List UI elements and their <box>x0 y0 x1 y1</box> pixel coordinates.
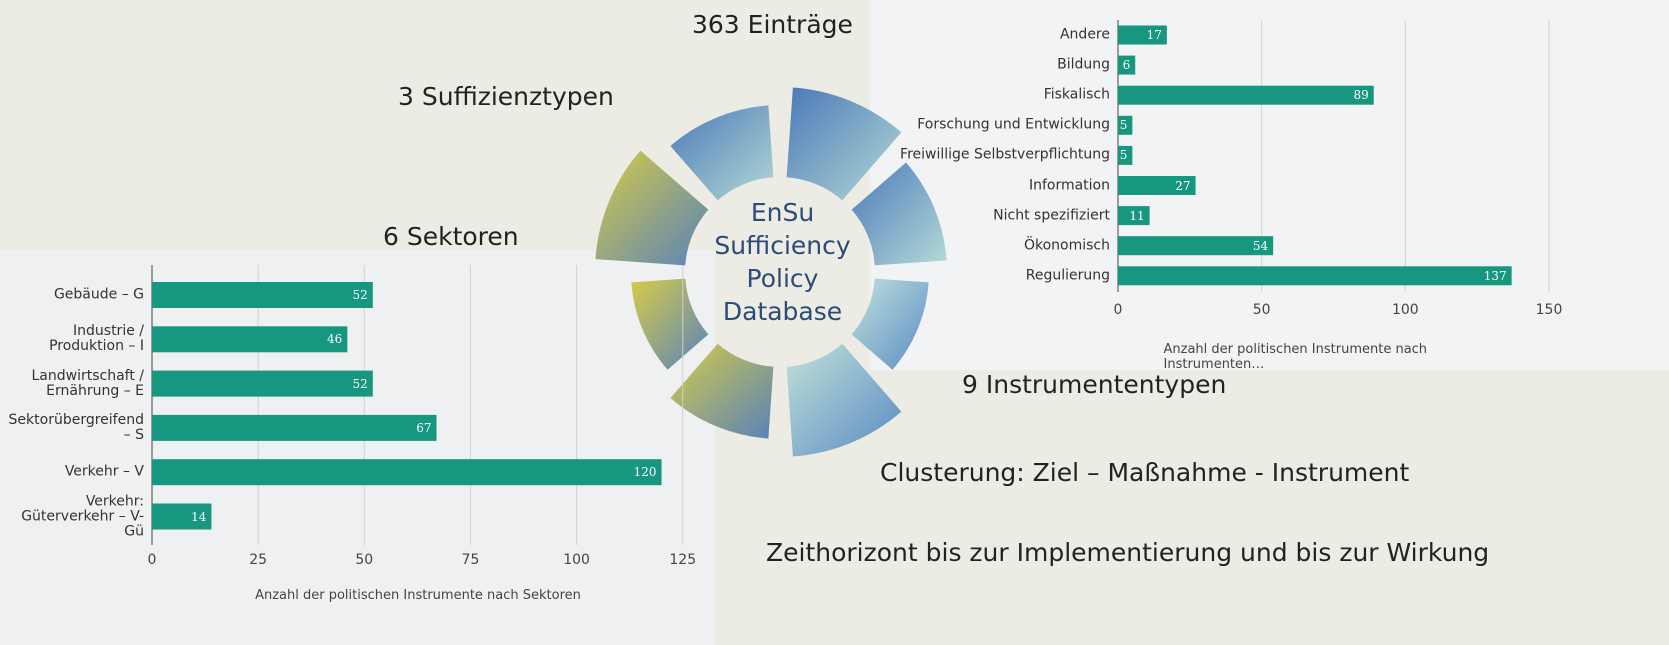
bar <box>1118 236 1273 255</box>
y-tick-label: Fiskalisch <box>810 88 1110 103</box>
heading: 3 Suffizienztypen <box>398 82 614 111</box>
value-label: 6 <box>1123 58 1131 72</box>
x-tick-label: 150 <box>1536 302 1563 318</box>
value-label: 27 <box>1175 179 1190 193</box>
value-label: 5 <box>1120 118 1128 132</box>
x-tick-label: 50 <box>355 552 373 568</box>
y-tick-label: Ökonomisch <box>810 238 1110 253</box>
x-tick-label: 75 <box>462 552 480 568</box>
value-label: 52 <box>353 288 368 302</box>
bar <box>152 371 373 397</box>
x-tick-label: 0 <box>1114 302 1123 318</box>
y-tick-label: Information <box>810 178 1110 193</box>
value-label: 17 <box>1147 28 1162 42</box>
bar <box>152 326 347 352</box>
value-label: 67 <box>416 421 431 435</box>
value-label: 120 <box>634 465 657 479</box>
heading: 6 Sektoren <box>383 222 519 251</box>
y-tick-label: Andere <box>810 28 1110 43</box>
y-tick-label: Gebäude – G <box>4 288 144 303</box>
bar <box>152 282 373 308</box>
value-label: 52 <box>353 377 368 391</box>
x-tick-label: 100 <box>563 552 590 568</box>
y-tick-label: Bildung <box>810 58 1110 73</box>
x-tick-label: 25 <box>249 552 267 568</box>
x-tick-label: 100 <box>1392 302 1419 318</box>
x-tick-label: 50 <box>1253 302 1271 318</box>
value-label: 137 <box>1484 269 1507 283</box>
x-tick-label: 125 <box>669 552 696 568</box>
y-tick-label: Forschung und Entwicklung <box>810 118 1110 133</box>
ring-segment <box>631 279 708 370</box>
value-label: 46 <box>327 332 342 346</box>
ring-segment <box>670 105 773 200</box>
x-axis-label: Anzahl der politischen Instrumente nach … <box>1164 342 1501 372</box>
y-tick-label: Nicht spezifiziert <box>810 208 1110 223</box>
x-axis-label: Anzahl der politischen Instrumente nach … <box>255 588 581 603</box>
bar <box>1118 266 1512 285</box>
y-tick-label: Landwirtschaft / Ernährung – E <box>4 369 144 399</box>
value-label: 14 <box>191 510 206 524</box>
slide: 363 Einträge 3 Suffizienztypen 6 Sektore… <box>0 0 1669 645</box>
x-tick-label: 0 <box>148 552 157 568</box>
y-tick-label: Verkehr – V <box>4 465 144 480</box>
y-tick-label: Industrie / Produktion – I <box>4 324 144 354</box>
y-tick-label: Verkehr: Güterverkehr – V-Gü <box>4 494 144 539</box>
bar <box>1118 86 1374 105</box>
value-label: 54 <box>1253 239 1268 253</box>
bar <box>152 415 436 441</box>
bar <box>152 459 662 485</box>
value-label: 89 <box>1353 88 1368 102</box>
y-tick-label: Sektorübergreifend – S <box>4 413 144 443</box>
value-label: 11 <box>1129 209 1144 223</box>
y-tick-label: Freiwillige Selbstverpflichtung <box>810 148 1110 163</box>
ring-segment <box>670 344 773 439</box>
heading: Zeithorizont bis zur Implementierung und… <box>766 538 1489 567</box>
heading: Clusterung: Ziel – Maßnahme - Instrument <box>880 458 1409 487</box>
heading: 9 Instrumententypen <box>962 370 1226 399</box>
value-label: 5 <box>1120 148 1128 162</box>
y-tick-label: Regulierung <box>810 268 1110 283</box>
